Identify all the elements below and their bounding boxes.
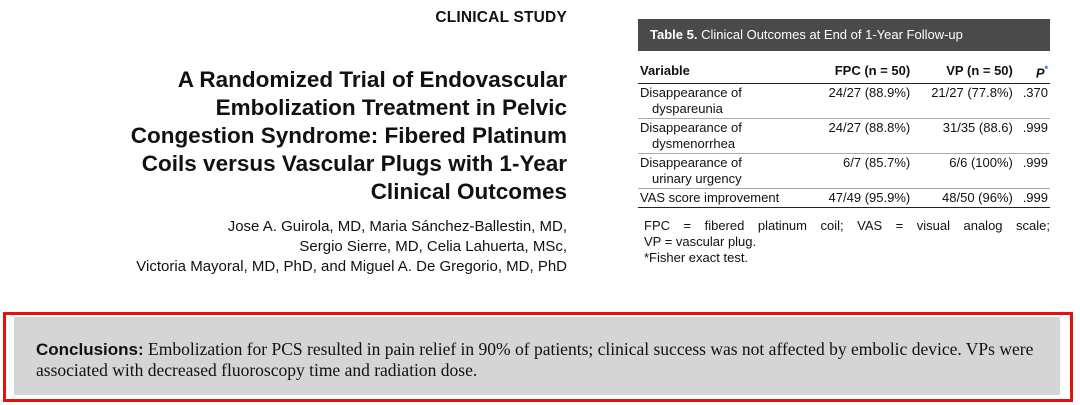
row-vp-value: 6/6 (100%) <box>949 155 1013 171</box>
author-line: Sergio Sierre, MD, Celia Lahuerta, MSc, <box>299 238 567 255</box>
row-fpc-value: 6/7 (85.7%) <box>843 155 911 171</box>
row-fpc-value: 47/49 (95.9%) <box>828 190 911 206</box>
row-p-value: .999 <box>1022 155 1048 171</box>
abbreviation-footnote-line1: FPC = fibered platinum coil; VAS = visua… <box>644 218 1050 234</box>
author-line: Jose A. Guirola, MD, Maria Sánchez-Balle… <box>227 218 567 235</box>
table-label: Table 5. <box>650 27 698 42</box>
row-vp-value: 48/50 (96%) <box>942 190 1013 206</box>
row-variable-line2: dysmenorrhea <box>652 136 736 152</box>
row-fpc-value: 24/27 (88.8%) <box>828 120 911 136</box>
table-caption-text: Clinical Outcomes at End of 1-Year Follo… <box>701 27 963 42</box>
outcomes-table-panel: Table 5. Clinical Outcomes at End of 1-Y… <box>638 19 1050 266</box>
row-variable-line1: Disappearance of <box>640 85 742 101</box>
row-variable-line2: dyspareunia <box>652 101 723 117</box>
row-variable: Disappearance of dyspareunia <box>638 84 810 119</box>
row-p-value: .999 <box>1022 120 1048 136</box>
title-line: Congestion Syndrome: Fibered Platinum <box>130 123 567 148</box>
fisher-footnote-mark: * <box>1044 64 1048 74</box>
table-header-row: Variable FPC (n = 50) VP (n = 50) P* <box>638 61 1050 84</box>
conclusions-highlight-box: Conclusions: Embolization for PCS result… <box>3 312 1073 402</box>
header-vp: VP (n = 50) <box>946 63 1013 79</box>
header-variable: Variable <box>640 63 690 79</box>
fisher-footnote: *Fisher exact test. <box>644 250 749 266</box>
header-fpc: FPC (n = 50) <box>834 63 911 79</box>
row-variable: Disappearance of dysmenorrhea <box>638 119 810 154</box>
table-footnotes: FPC = fibered platinum coil; VAS = visua… <box>638 218 1050 266</box>
row-variable-line1: Disappearance of <box>640 120 742 136</box>
row-p-value: .999 <box>1022 190 1048 206</box>
row-vp-value: 21/27 (77.8%) <box>931 85 1013 101</box>
title-line: Coils versus Vascular Plugs with 1-Year <box>141 151 567 176</box>
table-row: Disappearance of dysmenorrhea 24/27 (88.… <box>638 119 1050 154</box>
header-p-label: P <box>1035 65 1045 81</box>
title-line: A Randomized Trial of Endovascular <box>177 67 567 92</box>
abbreviation-footnote-line2: VP = vascular plug. <box>644 234 757 250</box>
conclusions-text: Embolization for PCS resulted in pain re… <box>36 339 1034 380</box>
table-row: Disappearance of dyspareunia 24/27 (88.9… <box>638 84 1050 119</box>
row-vp-value: 31/35 (88.6) <box>942 120 1013 136</box>
table-row: VAS score improvement 47/49 (95.9%) 48/5… <box>638 189 1050 208</box>
article-title: A Randomized Trial of Endovascular Embol… <box>7 66 567 206</box>
row-variable-line2: urinary urgency <box>652 171 742 187</box>
row-p-value: .370 <box>1022 85 1048 101</box>
outcomes-table: Variable FPC (n = 50) VP (n = 50) P* Dis… <box>638 61 1050 208</box>
section-label: CLINICAL STUDY <box>435 9 567 26</box>
author-line: Victoria Mayoral, MD, PhD, and Miguel A.… <box>136 258 567 275</box>
table-caption: Table 5. Clinical Outcomes at End of 1-Y… <box>638 19 1050 51</box>
title-line: Embolization Treatment in Pelvic <box>215 95 567 120</box>
header-p-value: P* <box>1015 61 1050 84</box>
conclusions-paragraph: Conclusions: Embolization for PCS result… <box>36 339 1050 381</box>
table-row: Disappearance of urinary urgency 6/7 (85… <box>638 154 1050 189</box>
author-list: Jose A. Guirola, MD, Maria Sánchez-Balle… <box>7 217 567 277</box>
title-line: Clinical Outcomes <box>370 179 567 204</box>
row-fpc-value: 24/27 (88.9%) <box>828 85 911 101</box>
row-variable-line1: VAS score improvement <box>640 190 780 206</box>
row-variable: Disappearance of urinary urgency <box>638 154 810 189</box>
row-variable: VAS score improvement <box>638 189 810 208</box>
article-header: CLINICAL STUDY A Randomized Trial of End… <box>0 0 575 300</box>
conclusions-label: Conclusions: <box>36 340 144 359</box>
conclusions-panel: Conclusions: Embolization for PCS result… <box>14 317 1060 395</box>
row-variable-line1: Disappearance of <box>640 155 742 171</box>
